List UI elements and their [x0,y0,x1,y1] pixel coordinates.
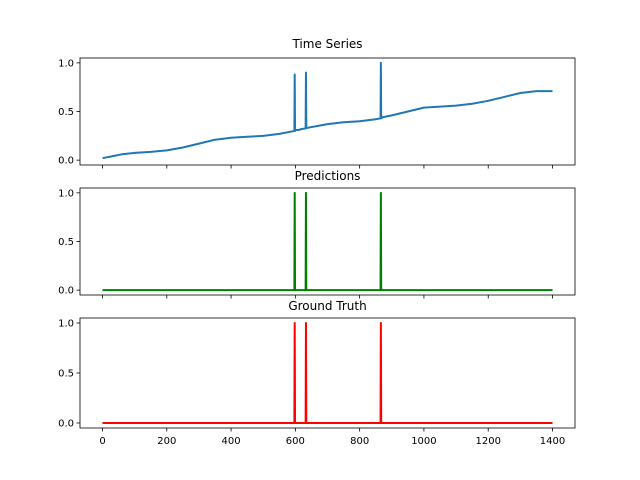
ground-truth-ytick-label-1: 0.5 [58,369,74,380]
predictions-ytick-label-2: 1.0 [58,188,74,199]
ground-truth-xtick-label-6: 1200 [475,436,500,447]
ground-truth-xtick-label-7: 1400 [540,436,565,447]
ground-truth-xtick-label-2: 400 [222,436,241,447]
time-series-ytick-label-2: 1.0 [58,58,74,69]
ground-truth-xtick-label-4: 800 [350,436,369,447]
ground-truth-xtick-label-1: 200 [157,436,176,447]
ground-truth-ticks: 0.0 0.5 1.0 0 200 400 600 800 1000 1200 1400 [58,319,565,448]
predictions-ytick-label-0: 0.0 [58,286,74,297]
time-series-ytick-label-1: 0.5 [58,107,74,118]
ground-truth-xtick-label-3: 600 [286,436,305,447]
ground-truth-panel: Ground Truth 0.0 0.5 1.0 0 200 400 600 800 1000 1… [58,299,576,448]
ground-truth-ytick-label-2: 1.0 [58,319,74,330]
time-series-series-line-0 [102,61,553,160]
ground-truth-xtick-label-5: 1000 [411,436,436,447]
predictions-series-line-0 [102,191,553,292]
time-series-ticks: 0.0 0.5 1.0 [58,58,553,169]
ground-truth-xtick-label-0: 0 [99,436,105,447]
ground-truth-ytick-label-0: 0.0 [58,419,74,430]
time-series-ytick-label-0: 0.0 [58,156,74,167]
ground-truth-series-line-0 [102,322,553,424]
predictions-ticks: 0.0 0.5 1.0 [58,188,553,299]
predictions-panel: Predictions 0.0 0.5 1.0 [58,169,576,299]
predictions-data [102,191,553,292]
time-series-panel: Time Series 0.0 0.5 1.0 [58,37,576,169]
time-series-data [102,61,553,160]
time-series-title: Time Series [291,37,362,51]
predictions-title: Predictions [295,169,361,183]
predictions-ytick-label-1: 0.5 [58,237,74,248]
ground-truth-data [102,322,553,424]
ground-truth-title: Ground Truth [288,299,366,313]
